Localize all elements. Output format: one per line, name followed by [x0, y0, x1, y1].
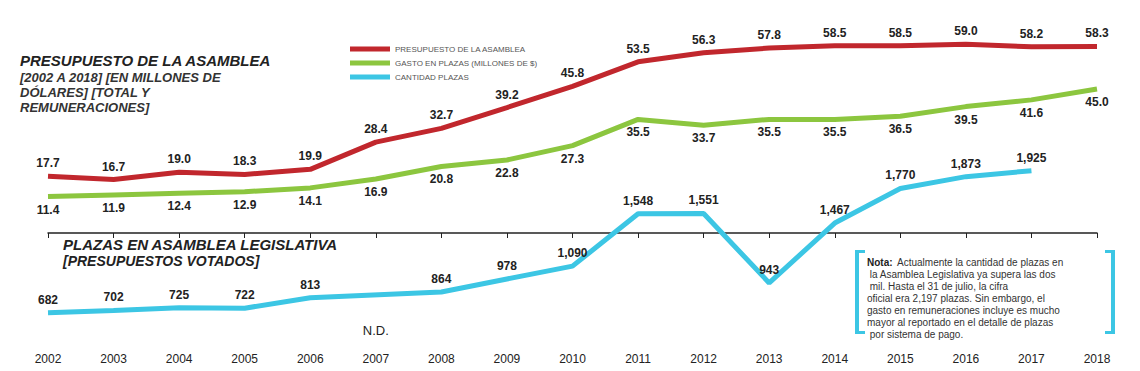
svg-text:58.2: 58.2: [1020, 27, 1044, 41]
svg-text:gasto en remuneraciones incluy: gasto en remuneraciones incluye es mucho: [867, 305, 1063, 316]
svg-text:39.5: 39.5: [954, 113, 978, 127]
svg-text:58.3: 58.3: [1085, 26, 1109, 40]
svg-text:943: 943: [759, 263, 779, 277]
svg-text:1,873: 1,873: [951, 157, 981, 171]
svg-text:2007: 2007: [362, 352, 389, 366]
svg-text:19.9: 19.9: [299, 149, 323, 163]
svg-text:682: 682: [38, 293, 58, 307]
svg-text:CANTIDAD PLAZAS: CANTIDAD PLAZAS: [395, 73, 469, 82]
svg-text:Actualmente la cantidad de pla: Actualmente la cantidad de plazas en: [895, 257, 1063, 268]
svg-text:35.5: 35.5: [758, 125, 782, 139]
svg-text:702: 702: [104, 290, 124, 304]
svg-text:1,925: 1,925: [1016, 151, 1046, 165]
svg-text:978: 978: [497, 259, 517, 273]
svg-text:39.2: 39.2: [495, 88, 519, 102]
svg-text:2006: 2006: [297, 352, 324, 366]
svg-text:2016: 2016: [953, 352, 980, 366]
svg-text:58.5: 58.5: [823, 26, 847, 40]
svg-text:1,770: 1,770: [885, 168, 915, 182]
svg-text:mil. Hasta el 31 de julio, la: mil. Hasta el 31 de julio, la cifra: [867, 281, 1011, 292]
svg-text:59.0: 59.0: [954, 24, 978, 38]
svg-text:22.8: 22.8: [495, 166, 519, 180]
svg-text:19.0: 19.0: [167, 152, 191, 166]
svg-text:la Asamblea Legislativa ya sup: la Asamblea Legislativa ya supera las do…: [867, 269, 1055, 280]
svg-text:56.3: 56.3: [692, 33, 716, 47]
svg-text:20.8: 20.8: [430, 172, 454, 186]
svg-text:1,548: 1,548: [623, 194, 653, 208]
svg-text:28.4: 28.4: [364, 122, 388, 136]
svg-text:57.8: 57.8: [758, 28, 782, 42]
svg-text:18.3: 18.3: [233, 154, 257, 168]
svg-text:2014: 2014: [821, 352, 848, 366]
svg-text:45.0: 45.0: [1085, 95, 1109, 109]
svg-text:mayor al reportado en el detal: mayor al reportado en el detalle de plaz…: [867, 317, 1053, 328]
svg-text:2017: 2017: [1018, 352, 1045, 366]
svg-text:PLAZAS EN ASAMBLEA LEGISLATIVA: PLAZAS EN ASAMBLEA LEGISLATIVA: [63, 236, 337, 253]
svg-text:2004: 2004: [166, 352, 193, 366]
svg-text:[PRESUPUESTOS VOTADOS]: [PRESUPUESTOS VOTADOS]: [62, 253, 261, 269]
svg-text:Nota:: Nota:: [867, 257, 893, 268]
svg-text:DÓLARES] [TOTAL Y: DÓLARES] [TOTAL Y: [20, 85, 153, 100]
svg-text:2002: 2002: [35, 352, 62, 366]
svg-text:2012: 2012: [690, 352, 717, 366]
svg-text:58.5: 58.5: [889, 26, 913, 40]
svg-text:53.5: 53.5: [626, 42, 650, 56]
svg-text:PRESUPUESTO DE LA ASAMBLEA: PRESUPUESTO DE LA ASAMBLEA: [20, 52, 270, 69]
svg-text:2013: 2013: [756, 352, 783, 366]
svg-text:813: 813: [300, 278, 320, 292]
svg-text:45.8: 45.8: [561, 66, 585, 80]
svg-text:27.3: 27.3: [561, 152, 585, 166]
svg-text:por sistema de pago.: por sistema de pago.: [867, 329, 963, 340]
svg-text:1,551: 1,551: [689, 193, 719, 207]
svg-text:11.9: 11.9: [102, 201, 125, 215]
svg-text:1,090: 1,090: [557, 246, 587, 260]
svg-text:12.4: 12.4: [167, 199, 191, 213]
svg-text:17.7: 17.7: [36, 156, 60, 170]
svg-text:32.7: 32.7: [430, 108, 454, 122]
svg-text:oficial era 2,197 plazas. Sin: oficial era 2,197 plazas. Sin embargo, e…: [867, 293, 1048, 304]
svg-text:GASTO EN PLAZAS (MILLONES DE $: GASTO EN PLAZAS (MILLONES DE $): [395, 59, 537, 68]
svg-text:33.7: 33.7: [692, 131, 716, 145]
svg-text:REMUNERACIONES]: REMUNERACIONES]: [20, 100, 150, 115]
svg-text:2011: 2011: [625, 352, 651, 366]
svg-text:[2002 A 2018] [EN MILLONES DE: [2002 A 2018] [EN MILLONES DE: [19, 70, 224, 85]
svg-text:14.1: 14.1: [299, 194, 323, 208]
svg-text:722: 722: [235, 288, 255, 302]
svg-text:36.5: 36.5: [889, 122, 913, 136]
svg-text:16.7: 16.7: [102, 160, 126, 174]
svg-text:2009: 2009: [494, 352, 521, 366]
svg-text:1,467: 1,467: [820, 203, 850, 217]
svg-text:864: 864: [431, 272, 451, 286]
svg-text:2003: 2003: [100, 352, 127, 366]
svg-text:PRESUPUESTO DE LA ASAMBLEA: PRESUPUESTO DE LA ASAMBLEA: [395, 45, 526, 54]
svg-text:11.4: 11.4: [37, 203, 60, 217]
svg-text:35.5: 35.5: [626, 125, 650, 139]
svg-text:2005: 2005: [231, 352, 258, 366]
svg-text:2008: 2008: [428, 352, 455, 366]
svg-text:2010: 2010: [559, 352, 586, 366]
svg-text:725: 725: [169, 288, 189, 302]
svg-text:41.6: 41.6: [1020, 106, 1044, 120]
svg-text:2015: 2015: [887, 352, 914, 366]
svg-text:35.5: 35.5: [823, 125, 847, 139]
svg-text:N.D.: N.D.: [363, 323, 389, 338]
svg-text:2018: 2018: [1084, 352, 1111, 366]
svg-text:16.9: 16.9: [364, 185, 388, 199]
svg-text:12.9: 12.9: [233, 198, 257, 212]
